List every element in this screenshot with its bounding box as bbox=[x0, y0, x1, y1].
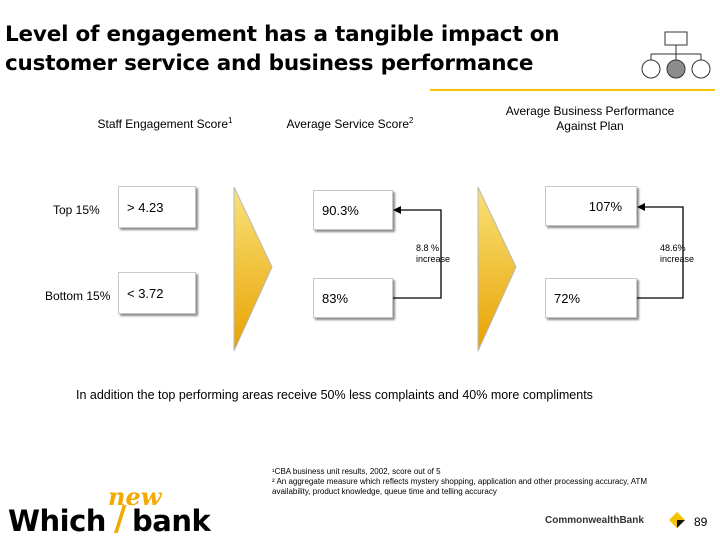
service-score-bottom: 83% bbox=[313, 278, 393, 318]
staff-score-top: > 4.23 bbox=[118, 186, 196, 228]
row-label-top: Top 15% bbox=[53, 203, 100, 217]
arrow-service-to-business bbox=[477, 186, 517, 352]
title-underline bbox=[430, 89, 715, 91]
commonwealth-diamond-icon bbox=[669, 512, 685, 528]
service-score-top: 90.3% bbox=[313, 190, 393, 230]
org-chart-icon bbox=[641, 31, 711, 79]
service-increase-label: 8.8 % increase bbox=[416, 243, 451, 264]
service-score-header: Average Service Score2 bbox=[286, 116, 414, 131]
footnote-2: ² An aggregate measure which reflects my… bbox=[272, 477, 648, 496]
row-label-bottom: Bottom 15% bbox=[45, 289, 111, 303]
footnote-1: ¹CBA business unit results, 2002, score … bbox=[272, 467, 441, 476]
title-line-1: Level of engagement has a tangible impac… bbox=[5, 22, 560, 47]
footnotes: ¹CBA business unit results, 2002, score … bbox=[272, 467, 712, 497]
staff-score-bottom: < 3.72 bbox=[118, 272, 196, 314]
staff-engagement-header: Staff Engagement Score1 bbox=[97, 116, 233, 131]
page-title: Level of engagement has a tangible impac… bbox=[5, 20, 665, 78]
arrow-staff-to-service bbox=[233, 186, 273, 352]
commonwealth-bank-logo: CommonwealthBank bbox=[545, 515, 644, 526]
summary-note: In addition the top performing areas rec… bbox=[76, 388, 593, 402]
business-performance-header: Average Business Performance Against Pla… bbox=[505, 104, 675, 133]
page-number: 89 bbox=[694, 515, 708, 529]
business-score-top: 107% bbox=[545, 186, 637, 226]
business-score-bottom: 72% bbox=[545, 278, 637, 318]
business-increase-label: 48.6% increase bbox=[660, 243, 695, 264]
which-new-bank-logo: new Which / bank bbox=[8, 482, 211, 539]
title-line-2: customer service and business performanc… bbox=[5, 51, 534, 76]
